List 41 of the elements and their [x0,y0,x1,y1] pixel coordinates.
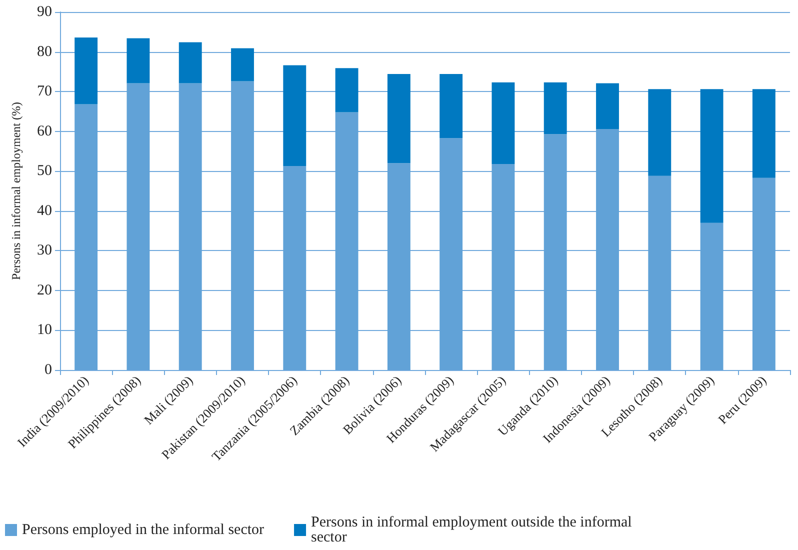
y-tick-label: 60 [37,123,52,140]
legend-label: Persons employed in the informal sector [22,522,264,538]
y-axis-title: Persons in informal employment (%) [9,102,23,280]
bar [440,138,463,370]
bar [178,42,202,84]
bar [440,74,463,138]
y-tick-label: 10 [37,322,52,338]
bar [126,38,150,84]
y-tick-label: 0 [44,362,52,378]
bar [387,163,410,370]
y-tick-label: 30 [37,242,52,259]
bar [335,68,358,112]
bar [283,65,306,166]
y-tick-label: 70 [37,84,52,100]
bar [126,83,150,370]
bar [335,112,358,370]
bar [752,178,776,370]
y-tick-label: 90 [37,4,52,20]
bar [596,128,619,370]
bar [700,89,724,223]
bar [231,81,254,370]
y-tick-label: 40 [37,202,52,219]
y-tick-label: 20 [37,282,52,298]
bar [648,176,672,370]
bar [492,164,515,370]
bar [283,166,306,370]
bar [700,222,724,370]
bar [387,74,410,164]
bar [596,83,619,129]
y-tick-label: 50 [37,163,52,180]
bar [752,89,776,178]
bar [648,89,672,176]
legend-label: Persons in informal employment outside the informal sector [311,514,636,546]
bar [544,82,567,134]
bar [178,83,202,370]
y-tick-label: 80 [37,44,52,60]
bar [74,104,98,370]
bar [544,134,567,370]
bar [231,48,254,82]
bar [492,82,515,164]
bar [74,37,98,104]
